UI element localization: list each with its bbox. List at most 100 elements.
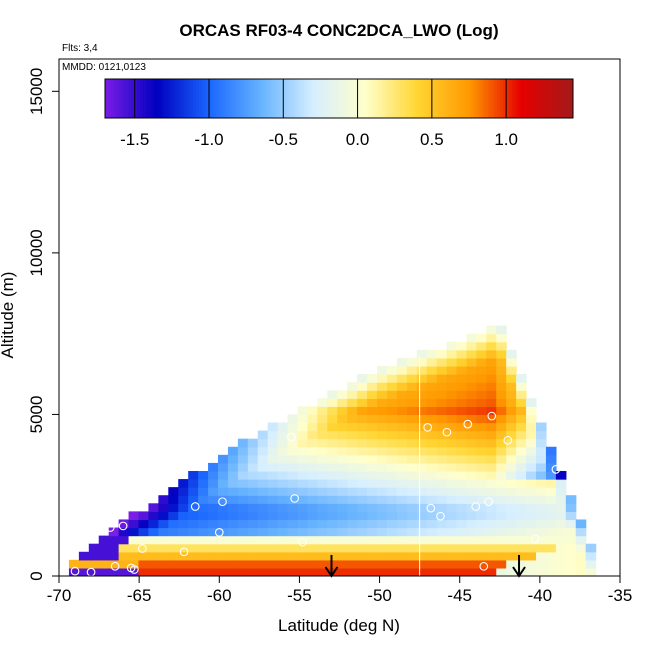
heatmap-cell — [496, 406, 507, 416]
heatmap-cell — [486, 382, 497, 391]
heatmap-cell — [456, 511, 468, 521]
heatmap-cell — [565, 535, 577, 545]
heatmap-cell — [526, 406, 537, 416]
heatmap-cell — [247, 535, 259, 545]
heatmap-cell — [178, 527, 189, 537]
heatmap-cell — [367, 527, 378, 537]
colorbar-swatch — [461, 79, 466, 118]
heatmap-cell — [337, 559, 348, 569]
heatmap-cell — [307, 543, 318, 553]
heatmap-cell — [367, 495, 378, 504]
heatmap-cell — [506, 446, 517, 456]
heatmap-cell — [257, 519, 269, 529]
heatmap-cell — [327, 487, 338, 496]
heatmap-cell — [317, 567, 328, 576]
observation-point — [105, 523, 115, 532]
heatmap-cell — [377, 511, 388, 521]
heatmap-cell — [436, 527, 448, 537]
heatmap-cell — [307, 503, 318, 512]
heatmap-cell — [88, 559, 100, 569]
heatmap-cell — [198, 519, 209, 529]
heatmap-cell — [208, 487, 219, 496]
heatmap-cell — [297, 519, 309, 529]
heatmap-cell — [555, 535, 567, 545]
colorbar-tick-label: -1.5 — [120, 130, 149, 149]
x-tick-label: -65 — [127, 586, 152, 605]
heatmap-cell — [188, 511, 199, 521]
colorbar-swatch — [145, 79, 150, 118]
heatmap-cell — [506, 511, 517, 521]
heatmap-cell — [307, 551, 318, 561]
colorbar-swatch — [119, 79, 124, 118]
heatmap-cell — [188, 559, 199, 569]
heatmap-cell — [446, 503, 458, 512]
heatmap-cell — [545, 519, 557, 529]
heatmap-cell — [526, 543, 537, 553]
heatmap-cell — [377, 365, 388, 375]
heatmap-cell — [555, 551, 567, 561]
heatmap-cell — [118, 559, 130, 569]
heatmap-cell — [426, 365, 438, 375]
heatmap-cell — [416, 357, 428, 367]
heatmap-cell — [198, 551, 209, 561]
heatmap-cell — [297, 487, 309, 496]
colorbar-swatch — [496, 79, 501, 118]
colorbar-swatch — [169, 79, 173, 118]
heatmap-cell — [555, 470, 567, 480]
heatmap-cell — [357, 390, 368, 399]
heatmap-cell — [466, 495, 477, 504]
heatmap-cell — [456, 462, 468, 472]
heatmap-cell — [297, 543, 309, 553]
heatmap-cell — [367, 462, 378, 472]
heatmap-cell — [198, 567, 209, 576]
heatmap-cell — [516, 527, 527, 537]
heatmap-cell — [476, 357, 487, 367]
heatmap-cell — [466, 519, 477, 529]
heatmap-cell — [307, 414, 318, 424]
colorbar-swatch — [523, 79, 527, 118]
colorbar-swatch — [537, 79, 542, 118]
heatmap-cell — [536, 422, 547, 432]
heatmap-cell — [516, 462, 527, 472]
heatmap-cell — [227, 495, 239, 504]
heatmap-cell — [526, 462, 537, 472]
heatmap-cell — [237, 462, 249, 472]
heatmap-cell — [347, 479, 358, 488]
heatmap-cell — [297, 511, 309, 521]
heatmap-cell — [218, 551, 229, 561]
colorbar-swatch — [137, 79, 141, 118]
heatmap-cell — [456, 341, 468, 351]
heatmap-cell — [357, 414, 368, 424]
heatmap-cell — [516, 470, 527, 480]
colorbar-swatch — [224, 79, 229, 118]
heatmap-cell — [496, 382, 507, 391]
heatmap-cell — [227, 551, 239, 561]
heatmap-cell — [565, 543, 577, 553]
heatmap-cell — [426, 374, 438, 383]
heatmap-cell — [496, 559, 507, 569]
heatmap-cell — [476, 406, 487, 416]
heatmap-cell — [516, 535, 527, 545]
heatmap-cell — [237, 487, 249, 496]
heatmap-cell — [575, 567, 587, 576]
heatmap-cell — [88, 567, 100, 576]
heatmap-cell — [317, 422, 328, 432]
colorbar-swatch — [154, 79, 159, 118]
heatmap-cell — [396, 446, 408, 456]
heatmap-cell — [307, 446, 318, 456]
heatmap-cell — [386, 390, 398, 399]
observation-point — [190, 502, 200, 511]
y-axis: 0 5000 10000 15000 — [27, 68, 59, 581]
heatmap-cell — [406, 390, 418, 399]
heatmap-cell — [426, 543, 438, 553]
heatmap-cell — [466, 341, 477, 351]
heatmap-cell — [287, 551, 299, 561]
heatmap-cell — [337, 567, 348, 576]
heatmap-cell — [486, 527, 497, 537]
heatmap-cell — [138, 551, 150, 561]
heatmap-cell — [545, 503, 557, 512]
heatmap-cell — [506, 470, 517, 480]
heatmap-cell — [347, 382, 358, 391]
heatmap-cell — [536, 567, 547, 576]
heatmap-cell — [267, 543, 279, 553]
